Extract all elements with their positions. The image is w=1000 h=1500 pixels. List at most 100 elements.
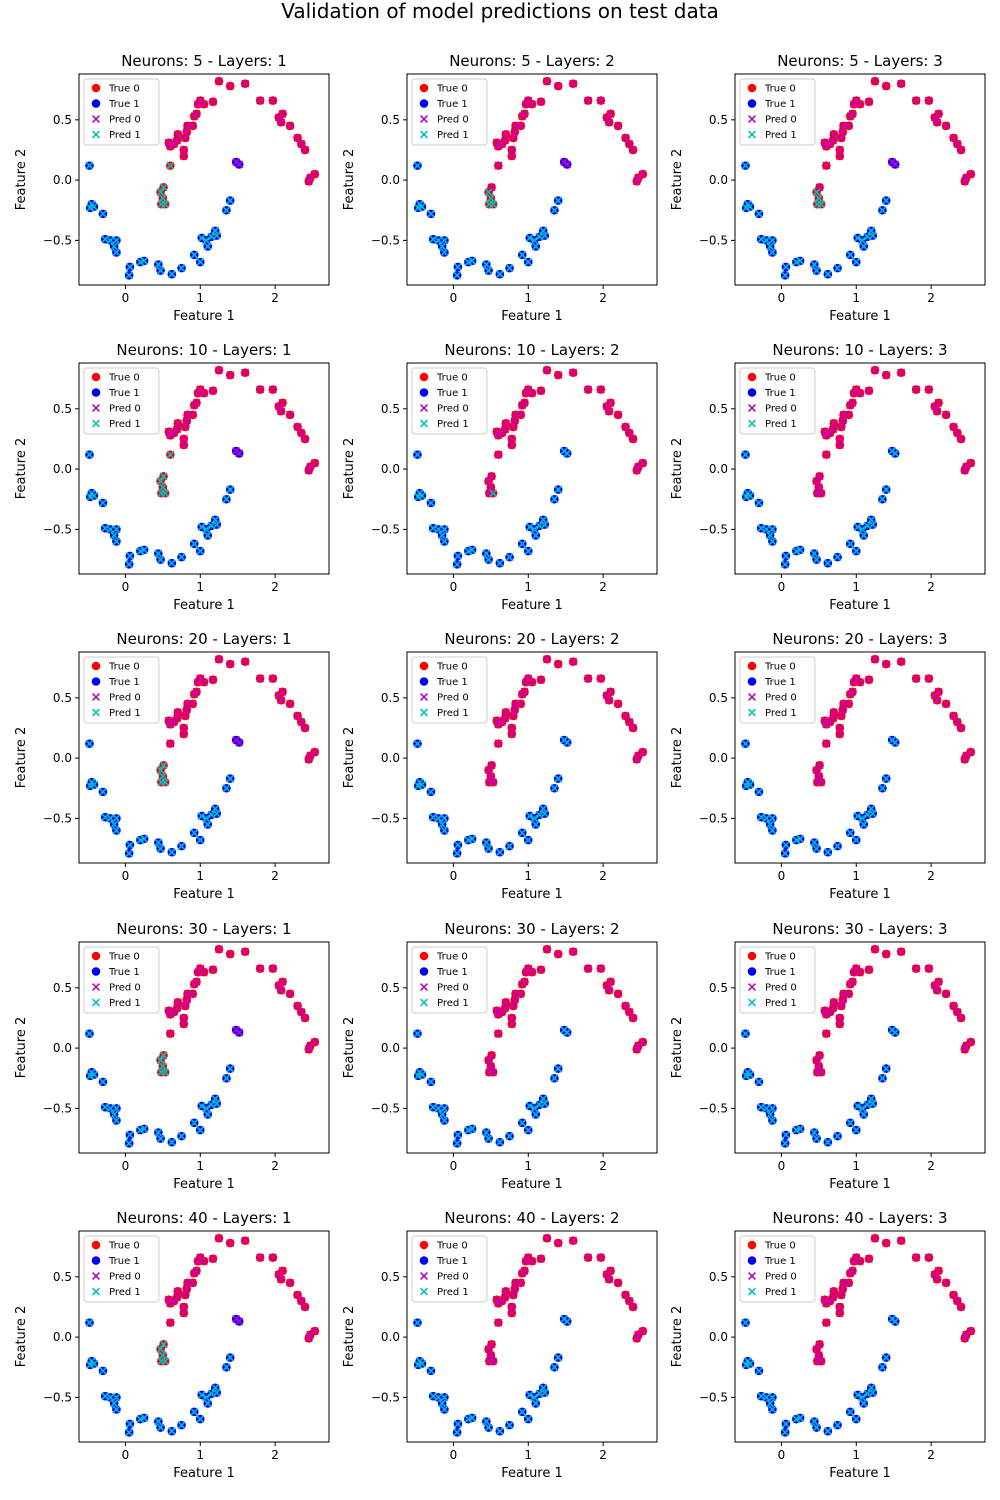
pred-0-marker <box>484 1345 493 1354</box>
pred-1-marker <box>796 256 805 265</box>
pred-1-marker <box>766 1110 775 1119</box>
pred-0-marker <box>957 723 966 732</box>
y-tick-label: −0.5 <box>43 1101 72 1115</box>
pred-0-marker <box>277 118 286 127</box>
legend-label: Pred 0 <box>109 1272 141 1283</box>
pred-0-marker <box>569 947 578 956</box>
legend-marker <box>92 404 100 412</box>
pred-0-marker <box>507 730 516 738</box>
pred-0-marker <box>812 477 821 486</box>
y-axis-label: Feature 2 <box>670 149 685 211</box>
pred-0-marker <box>606 398 615 407</box>
pred-1-marker <box>167 1427 176 1436</box>
axes-frame <box>78 1230 330 1443</box>
pred-1-marker <box>530 814 539 823</box>
pred-0-marker <box>297 1296 306 1305</box>
pred-1-marker <box>858 236 867 245</box>
x-tick-label: 0 <box>778 869 786 883</box>
legend-box <box>411 78 488 146</box>
pred-1-marker <box>154 1417 163 1426</box>
pred-0-marker <box>554 950 563 959</box>
pred-1-marker <box>154 838 163 847</box>
pred-0-marker <box>301 723 310 732</box>
pred-1-marker <box>202 525 211 534</box>
pred-1-marker <box>852 836 861 845</box>
y-tick-label: 0.5 <box>381 113 400 127</box>
pred-0-marker <box>304 1045 313 1054</box>
pred-0-marker <box>310 459 319 468</box>
pred-1-marker <box>858 1104 867 1113</box>
y-axis-label: Feature 2 <box>14 727 29 789</box>
pred-1-marker <box>891 449 900 458</box>
pred-0-marker <box>304 1334 313 1343</box>
pred-0-marker <box>487 1340 496 1349</box>
x-tick-label: 1 <box>524 1159 532 1173</box>
subplot-4: Neurons: 10 - Layers: 1 0 1 2 −0.5 0.0 0.5 Feat… <box>14 341 330 613</box>
legend-label: True 1 <box>764 1256 796 1267</box>
pred-1-marker <box>505 842 514 851</box>
pred-0-marker <box>484 1056 493 1065</box>
pred-1-marker <box>98 787 107 796</box>
pred-0-marker <box>953 1007 962 1016</box>
pred-0-marker <box>625 139 634 148</box>
pred-1-marker <box>858 814 867 823</box>
pred-1-marker <box>858 1393 867 1402</box>
pred-1-marker <box>846 828 855 837</box>
pred-0-marker <box>596 385 605 394</box>
pred-0-marker <box>912 1253 921 1262</box>
pred-0-marker <box>812 766 821 775</box>
pred-1-marker <box>823 1138 832 1147</box>
pred-1-marker <box>878 784 887 793</box>
legend-marker <box>748 693 756 701</box>
pred-1-marker <box>156 1345 165 1354</box>
pred-1-marker <box>563 1317 572 1326</box>
pred-1-marker <box>550 495 559 504</box>
figure-title: Validation of model predictions on test … <box>281 0 719 23</box>
legend: True 0 True 1 Pred 0 Pred 1 <box>411 367 488 435</box>
pred-0-marker <box>835 1020 844 1028</box>
pred-0-marker <box>293 133 302 142</box>
pred-1-marker <box>140 1413 149 1422</box>
pred-1-marker <box>746 1359 754 1368</box>
data-points <box>741 944 976 1148</box>
pred-0-marker <box>632 177 641 186</box>
pred-1-marker <box>190 1407 199 1416</box>
pred-1-marker <box>125 1419 134 1428</box>
pred-1-marker <box>90 780 98 789</box>
pred-1-marker <box>166 450 175 459</box>
pred-0-marker <box>882 1239 891 1248</box>
pred-1-marker <box>90 202 98 211</box>
pred-1-marker <box>762 525 771 534</box>
pred-0-marker <box>835 1302 844 1311</box>
pred-0-marker <box>554 660 563 669</box>
pred-0-marker <box>569 368 578 377</box>
pred-1-marker <box>453 1428 462 1437</box>
pred-1-marker <box>525 812 534 820</box>
pred-0-marker <box>522 389 530 398</box>
legend-marker <box>419 951 429 961</box>
pred-1-marker <box>540 1388 549 1397</box>
pred-0-marker <box>209 386 217 395</box>
legend-marker <box>747 388 757 397</box>
pred-0-marker <box>241 79 250 88</box>
pred-0-marker <box>310 1327 319 1336</box>
pred-1-marker <box>196 1126 205 1135</box>
pred-1-marker <box>156 555 165 564</box>
pred-0-marker <box>815 472 824 481</box>
subplot-11: Neurons: 30 - Layers: 2 0 1 2 −0.5 0.0 0.5 Feat… <box>342 920 658 1192</box>
pred-1-marker <box>177 1132 186 1141</box>
pred-1-marker <box>524 836 533 845</box>
pred-1-marker <box>531 820 540 829</box>
pred-1-marker <box>156 766 165 775</box>
pred-0-marker <box>215 1234 223 1243</box>
pred-0-marker <box>569 1236 578 1245</box>
pred-0-marker <box>933 986 942 995</box>
pred-0-marker <box>522 1257 530 1266</box>
pred-0-marker <box>200 968 208 977</box>
legend-marker <box>747 951 757 961</box>
legend: True 0 True 1 Pred 0 Pred 1 <box>739 367 816 435</box>
pred-1-marker <box>812 555 821 564</box>
legend-marker <box>91 99 101 108</box>
pred-0-marker <box>844 1278 853 1287</box>
legend-label: Pred 0 <box>437 115 469 126</box>
